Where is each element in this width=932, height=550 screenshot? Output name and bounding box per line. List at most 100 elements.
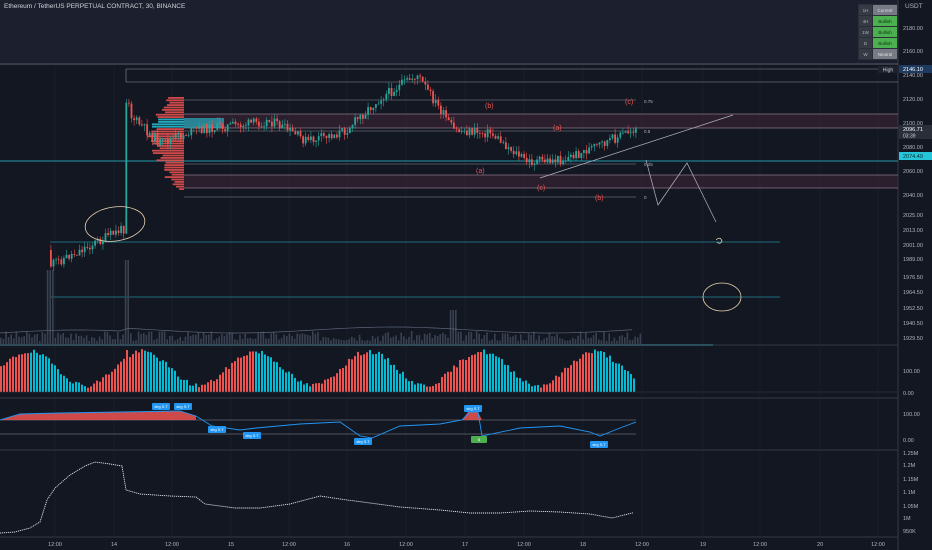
price-volume-bar	[478, 333, 480, 345]
candle-body	[416, 75, 419, 80]
candle-body	[190, 127, 193, 136]
candle-body	[622, 132, 624, 134]
price-volume-bar	[431, 338, 434, 345]
volume-profile-bar	[165, 161, 184, 164]
candle-body	[224, 129, 226, 132]
candle-body	[481, 133, 484, 135]
volume-bar	[486, 354, 488, 392]
volume-bar	[273, 361, 275, 392]
price-volume-bar	[299, 334, 301, 345]
currency-label: USDT	[905, 3, 923, 10]
svg-text:2074.49: 2074.49	[903, 154, 923, 160]
volume-bar	[453, 365, 455, 392]
price-volume-bar	[114, 339, 116, 345]
price-volume-bar	[543, 338, 545, 345]
candle-body	[359, 114, 362, 120]
price-volume-bar	[135, 340, 137, 345]
price-volume-bar	[551, 336, 553, 345]
volume-bar	[69, 381, 71, 392]
wave-label-b-low: (b)	[595, 195, 604, 202]
volume-bar	[195, 383, 197, 392]
price-volume-bar	[117, 332, 119, 345]
price-volume-bar	[566, 340, 569, 345]
candle-body	[143, 124, 146, 126]
candle-body	[479, 132, 481, 134]
candle-body	[278, 121, 281, 129]
candle-body	[206, 124, 208, 134]
price-volume-bar	[353, 338, 356, 345]
volume-bar	[33, 349, 35, 392]
candle-body	[336, 134, 338, 138]
volume-bar	[459, 360, 461, 392]
volume-bar	[378, 351, 380, 392]
price-volume-bar	[379, 340, 382, 345]
candle-body	[328, 134, 330, 138]
price-volume-bar	[36, 334, 38, 345]
price-tick-label: 1976.50	[903, 275, 923, 281]
candle-body	[167, 138, 169, 144]
candle-body	[338, 130, 341, 138]
candle-body	[333, 134, 336, 139]
volume-bar	[222, 372, 224, 392]
candle-body	[512, 150, 515, 155]
price-volume-bar	[239, 334, 241, 345]
candle-body	[484, 133, 486, 138]
price-tick-label: 2180.00	[903, 26, 923, 32]
volume-bar	[84, 386, 86, 392]
volume-bar	[411, 380, 413, 392]
price-volume-ma	[0, 326, 633, 334]
price-volume-bar	[176, 339, 179, 345]
price-volume-bar	[215, 338, 218, 345]
price-volume-bar	[202, 332, 205, 345]
candle-body	[408, 78, 411, 80]
candle-body	[564, 160, 567, 162]
candle-body	[424, 81, 427, 85]
signal-tag	[354, 438, 372, 445]
candle-body	[200, 125, 203, 134]
volume-bar	[450, 371, 452, 392]
candle-body	[182, 135, 185, 140]
price-volume-bar	[538, 335, 540, 345]
high-tag: High	[878, 66, 898, 74]
volume-bar	[336, 373, 338, 392]
trend-table: 1H Current 4H Bullish 1W Bullish D Bullish W…	[858, 4, 898, 60]
price-volume-bar	[140, 334, 142, 345]
volume-panel: 100.00 0.00	[0, 349, 920, 397]
candle-body	[577, 151, 580, 159]
price-volume-bar	[608, 333, 610, 345]
price-volume-bar	[600, 340, 603, 345]
price-volume-bar	[93, 337, 96, 345]
volume-bar	[36, 352, 38, 392]
volume-bar	[132, 354, 134, 392]
price-volume-bar	[377, 336, 379, 345]
price-volume-bar	[533, 331, 535, 345]
oscillator-tick-label: 0.00	[903, 438, 914, 444]
price-volume-bar	[585, 332, 587, 345]
price-volume-bar	[561, 338, 564, 345]
volume-bar	[9, 358, 11, 392]
volume-bar	[63, 375, 65, 392]
candle-body	[471, 128, 473, 135]
price-volume-bar	[221, 334, 223, 345]
candle-body	[499, 136, 502, 143]
volume-bar	[240, 357, 242, 392]
price-tick-label: 2140.00	[903, 73, 923, 79]
handdrawn-mark	[715, 237, 723, 244]
candle-body	[533, 163, 536, 165]
price-tick-label: 1964.50	[903, 290, 923, 296]
price-volume-bar	[280, 338, 283, 345]
volume-bar	[306, 383, 308, 392]
volume-bar	[627, 371, 629, 392]
price-volume-bar	[187, 331, 189, 345]
price-volume-bar	[475, 331, 478, 345]
projection-path	[645, 159, 717, 223]
price-volume-bar	[158, 331, 161, 345]
price-volume-bar	[145, 335, 148, 345]
candle-body	[458, 129, 460, 132]
oscillator-overbought-fill	[0, 411, 196, 420]
time-tick-label: 18	[580, 542, 586, 548]
volume-bar	[423, 384, 425, 392]
price-volume-bar	[124, 260, 127, 345]
cumulative-tick-label: 1M	[903, 516, 911, 522]
